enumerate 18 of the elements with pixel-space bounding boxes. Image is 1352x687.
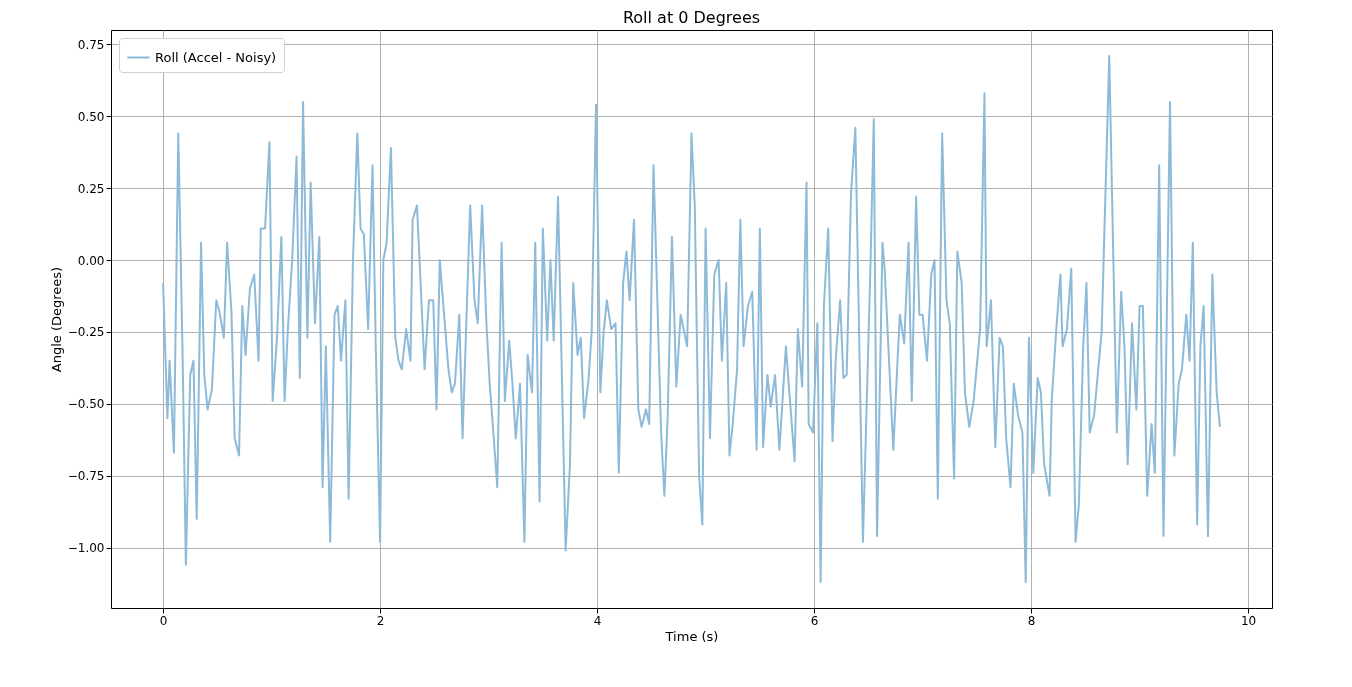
y-tick-label: 0.75 [77,37,105,52]
x-tick-label: 10 [1240,613,1257,628]
y-axis-title: Angle (Degrees) [48,266,64,373]
y-tick-label: 0.25 [77,181,105,196]
y-tick-label: −0.25 [67,325,105,340]
x-axis-title: Time (s) [664,628,719,644]
x-tick-label: 4 [593,613,602,628]
x-tick-label: 6 [810,613,819,628]
y-tick-label: 0.00 [77,253,105,268]
y-tick-label: −1.00 [67,541,105,556]
x-tick-label: 8 [1027,613,1036,628]
y-tick-label: −0.50 [67,397,105,412]
y-tick-label: −0.75 [67,469,105,484]
legend-label: Roll (Accel - Noisy) [155,49,277,65]
chart-title: Roll at 0 Degrees [622,8,761,27]
y-tick-label: 0.50 [77,109,105,124]
x-tick-label: 0 [159,613,168,628]
x-tick-label: 2 [376,613,385,628]
